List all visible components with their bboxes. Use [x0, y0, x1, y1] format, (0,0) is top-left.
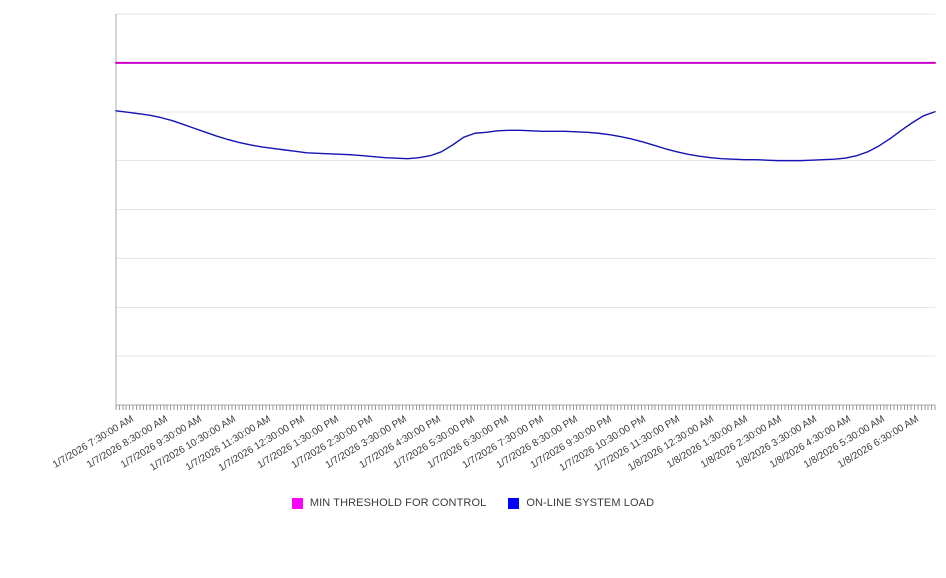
series-line-1 [115, 110, 936, 162]
legend-label: MIN THRESHOLD FOR CONTROL [309, 497, 487, 509]
x-axis-ticks [115, 405, 936, 410]
series-layer [115, 61, 936, 162]
chart-plot-area [115, 13, 936, 410]
legend-swatch-icon [508, 497, 520, 509]
gridlines [116, 13, 935, 357]
chart-container: 1/7/2026 7:30:00 AM 1/7/2026 8:30:00 AM 1/… [0, 13, 946, 509]
legend-item-1[interactable]: ON-LINE SYSTEM LOAD [508, 497, 654, 509]
legend-swatch-icon [291, 497, 303, 509]
legend-item-0[interactable]: MIN THRESHOLD FOR CONTROL [291, 497, 487, 509]
chart-legend: MIN THRESHOLD FOR CONTROL ON-LINE SYSTEM … [0, 497, 946, 509]
legend-label: ON-LINE SYSTEM LOAD [526, 497, 655, 509]
